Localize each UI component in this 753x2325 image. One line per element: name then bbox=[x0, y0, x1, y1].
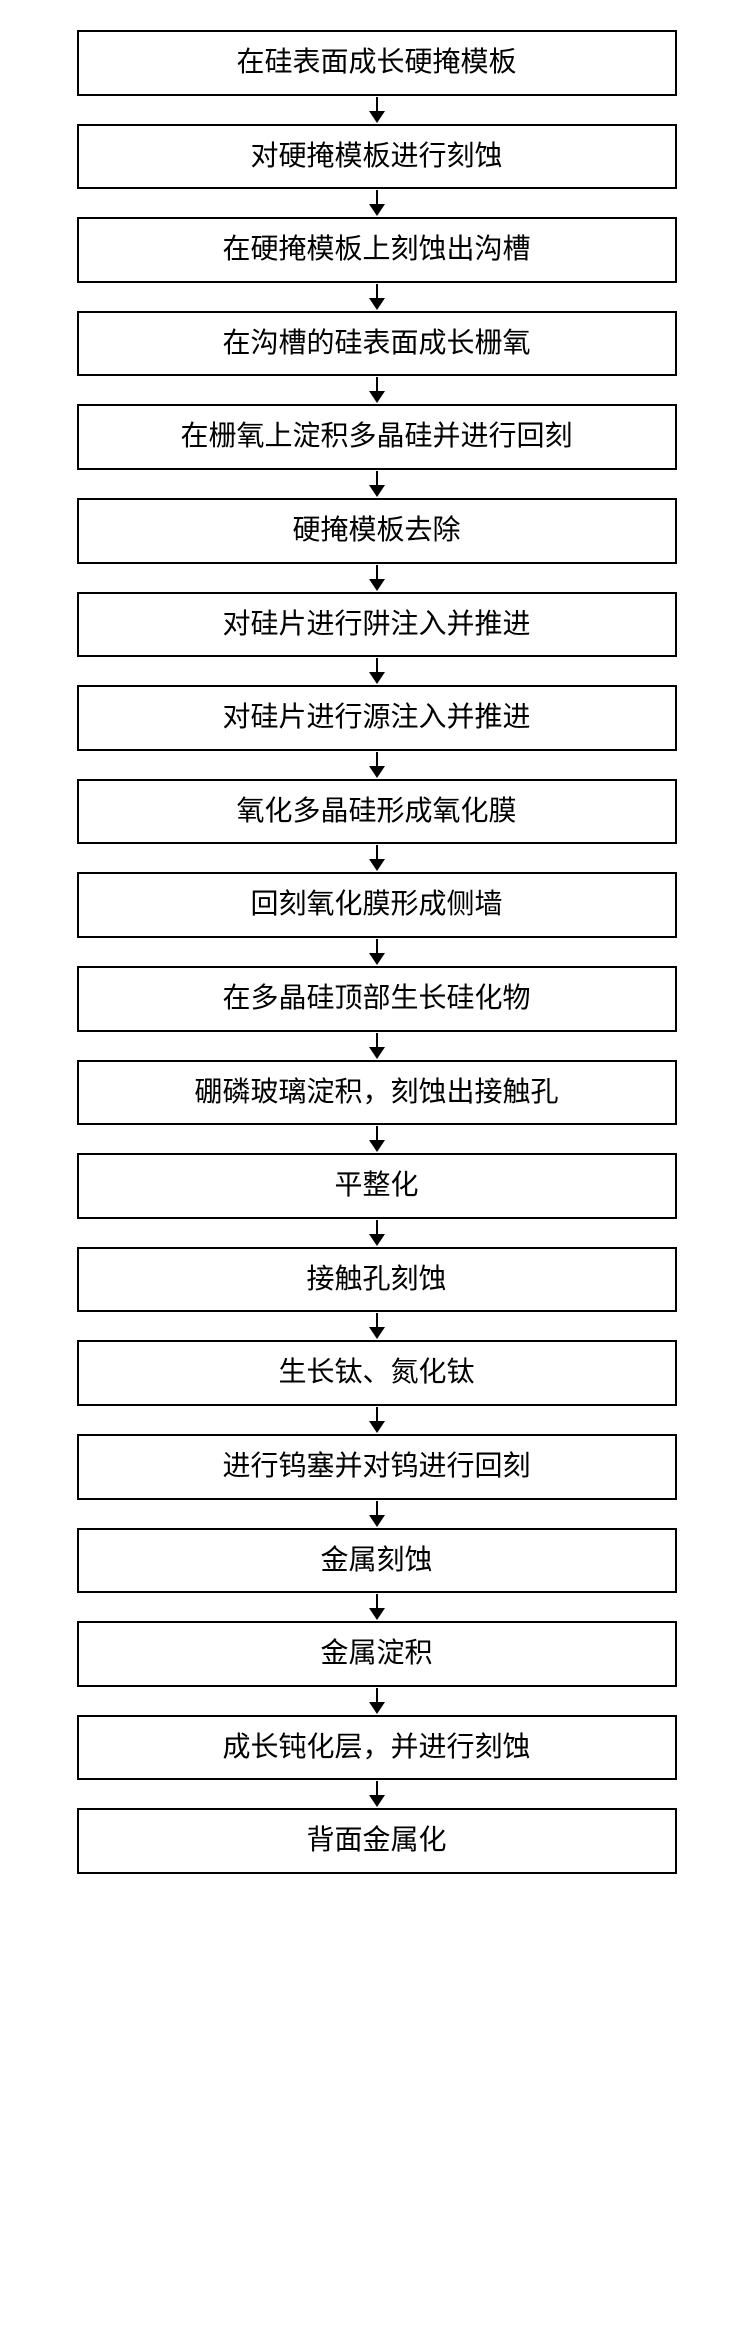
step-label: 在栅氧上淀积多晶硅并进行回刻 bbox=[180, 421, 572, 452]
step-label: 平整化 bbox=[334, 1170, 418, 1201]
step-label: 金属刻蚀 bbox=[320, 1545, 432, 1576]
flowchart-step-4: 在沟槽的硅表面成长栅氧 bbox=[77, 311, 677, 377]
flowchart-step-16: 进行钨塞并对钨进行回刻 bbox=[77, 1434, 677, 1500]
step-label: 对硬掩模板进行刻蚀 bbox=[250, 141, 502, 172]
arrow-line bbox=[376, 471, 378, 485]
step-label: 在硬掩模板上刻蚀出沟槽 bbox=[222, 234, 530, 265]
step-label: 进行钨塞并对钨进行回刻 bbox=[222, 1451, 530, 1482]
step-label: 在沟槽的硅表面成长栅氧 bbox=[222, 328, 530, 359]
arrow-head-icon bbox=[369, 204, 385, 216]
flowchart-container: 在硅表面成长硬掩模板对硬掩模板进行刻蚀在硬掩模板上刻蚀出沟槽在沟槽的硅表面成长栅… bbox=[77, 30, 677, 1874]
arrow-head-icon bbox=[369, 1047, 385, 1059]
flow-arrow bbox=[369, 189, 385, 217]
arrow-head-icon bbox=[369, 298, 385, 310]
flowchart-step-3: 在硬掩模板上刻蚀出沟槽 bbox=[77, 217, 677, 283]
step-label: 在多晶硅顶部生长硅化物 bbox=[222, 983, 530, 1014]
arrow-line bbox=[376, 1594, 378, 1608]
flow-arrow bbox=[369, 1032, 385, 1060]
flowchart-step-15: 生长钛、氮化钛 bbox=[77, 1340, 677, 1406]
flow-arrow bbox=[369, 283, 385, 311]
arrow-head-icon bbox=[369, 579, 385, 591]
arrow-line bbox=[376, 1407, 378, 1421]
flow-arrow bbox=[369, 1406, 385, 1434]
arrow-line bbox=[376, 284, 378, 298]
arrow-head-icon bbox=[369, 1327, 385, 1339]
flow-arrow bbox=[369, 1219, 385, 1247]
step-label: 回刻氧化膜形成侧墙 bbox=[250, 889, 502, 920]
arrow-head-icon bbox=[369, 391, 385, 403]
arrow-line bbox=[376, 377, 378, 391]
arrow-head-icon bbox=[369, 111, 385, 123]
arrow-line bbox=[376, 845, 378, 859]
step-label: 成长钝化层，并进行刻蚀 bbox=[222, 1732, 530, 1763]
flowchart-step-6: 硬掩模板去除 bbox=[77, 498, 677, 564]
flow-arrow bbox=[369, 751, 385, 779]
step-label: 氧化多晶硅形成氧化膜 bbox=[236, 796, 516, 827]
flowchart-step-12: 硼磷玻璃淀积，刻蚀出接触孔 bbox=[77, 1060, 677, 1126]
arrow-head-icon bbox=[369, 672, 385, 684]
step-label: 金属淀积 bbox=[320, 1638, 432, 1669]
flowchart-step-19: 成长钝化层，并进行刻蚀 bbox=[77, 1715, 677, 1781]
arrow-head-icon bbox=[369, 1421, 385, 1433]
arrow-line bbox=[376, 939, 378, 953]
arrow-head-icon bbox=[369, 1140, 385, 1152]
arrow-head-icon bbox=[369, 766, 385, 778]
step-label: 背面金属化 bbox=[306, 1825, 446, 1856]
arrow-head-icon bbox=[369, 485, 385, 497]
flow-arrow bbox=[369, 938, 385, 966]
arrow-head-icon bbox=[369, 1515, 385, 1527]
flow-arrow bbox=[369, 1593, 385, 1621]
arrow-head-icon bbox=[369, 1702, 385, 1714]
flow-arrow bbox=[369, 1312, 385, 1340]
arrow-line bbox=[376, 752, 378, 766]
flow-arrow bbox=[369, 96, 385, 124]
flowchart-step-2: 对硬掩模板进行刻蚀 bbox=[77, 124, 677, 190]
arrow-line bbox=[376, 1501, 378, 1515]
flowchart-step-8: 对硅片进行源注入并推进 bbox=[77, 685, 677, 751]
flowchart-step-18: 金属淀积 bbox=[77, 1621, 677, 1687]
arrow-line bbox=[376, 1033, 378, 1047]
flowchart-step-9: 氧化多晶硅形成氧化膜 bbox=[77, 779, 677, 845]
arrow-line bbox=[376, 565, 378, 579]
flowchart-step-14: 接触孔刻蚀 bbox=[77, 1247, 677, 1313]
flowchart-step-10: 回刻氧化膜形成侧墙 bbox=[77, 872, 677, 938]
step-label: 生长钛、氮化钛 bbox=[278, 1357, 474, 1388]
flow-arrow bbox=[369, 1500, 385, 1528]
flowchart-step-17: 金属刻蚀 bbox=[77, 1528, 677, 1594]
arrow-line bbox=[376, 658, 378, 672]
flow-arrow bbox=[369, 1780, 385, 1808]
flow-arrow bbox=[369, 657, 385, 685]
arrow-line bbox=[376, 190, 378, 204]
flowchart-step-1: 在硅表面成长硬掩模板 bbox=[77, 30, 677, 96]
flowchart-step-20: 背面金属化 bbox=[77, 1808, 677, 1874]
arrow-head-icon bbox=[369, 953, 385, 965]
arrow-head-icon bbox=[369, 859, 385, 871]
flow-arrow bbox=[369, 1125, 385, 1153]
flowchart-step-11: 在多晶硅顶部生长硅化物 bbox=[77, 966, 677, 1032]
flowchart-step-7: 对硅片进行阱注入并推进 bbox=[77, 592, 677, 658]
arrow-head-icon bbox=[369, 1234, 385, 1246]
arrow-line bbox=[376, 1220, 378, 1234]
flow-arrow bbox=[369, 376, 385, 404]
flow-arrow bbox=[369, 470, 385, 498]
step-label: 对硅片进行阱注入并推进 bbox=[222, 609, 530, 640]
flow-arrow bbox=[369, 844, 385, 872]
flow-arrow bbox=[369, 1687, 385, 1715]
step-label: 在硅表面成长硬掩模板 bbox=[236, 47, 516, 78]
arrow-line bbox=[376, 1313, 378, 1327]
arrow-line bbox=[376, 1688, 378, 1702]
arrow-line bbox=[376, 1781, 378, 1795]
step-label: 接触孔刻蚀 bbox=[306, 1264, 446, 1295]
step-label: 硼磷玻璃淀积，刻蚀出接触孔 bbox=[194, 1077, 558, 1108]
arrow-line bbox=[376, 1126, 378, 1140]
step-label: 硬掩模板去除 bbox=[292, 515, 460, 546]
flow-arrow bbox=[369, 564, 385, 592]
arrow-head-icon bbox=[369, 1608, 385, 1620]
arrow-head-icon bbox=[369, 1795, 385, 1807]
flowchart-step-5: 在栅氧上淀积多晶硅并进行回刻 bbox=[77, 404, 677, 470]
arrow-line bbox=[376, 97, 378, 111]
step-label: 对硅片进行源注入并推进 bbox=[222, 702, 530, 733]
flowchart-step-13: 平整化 bbox=[77, 1153, 677, 1219]
